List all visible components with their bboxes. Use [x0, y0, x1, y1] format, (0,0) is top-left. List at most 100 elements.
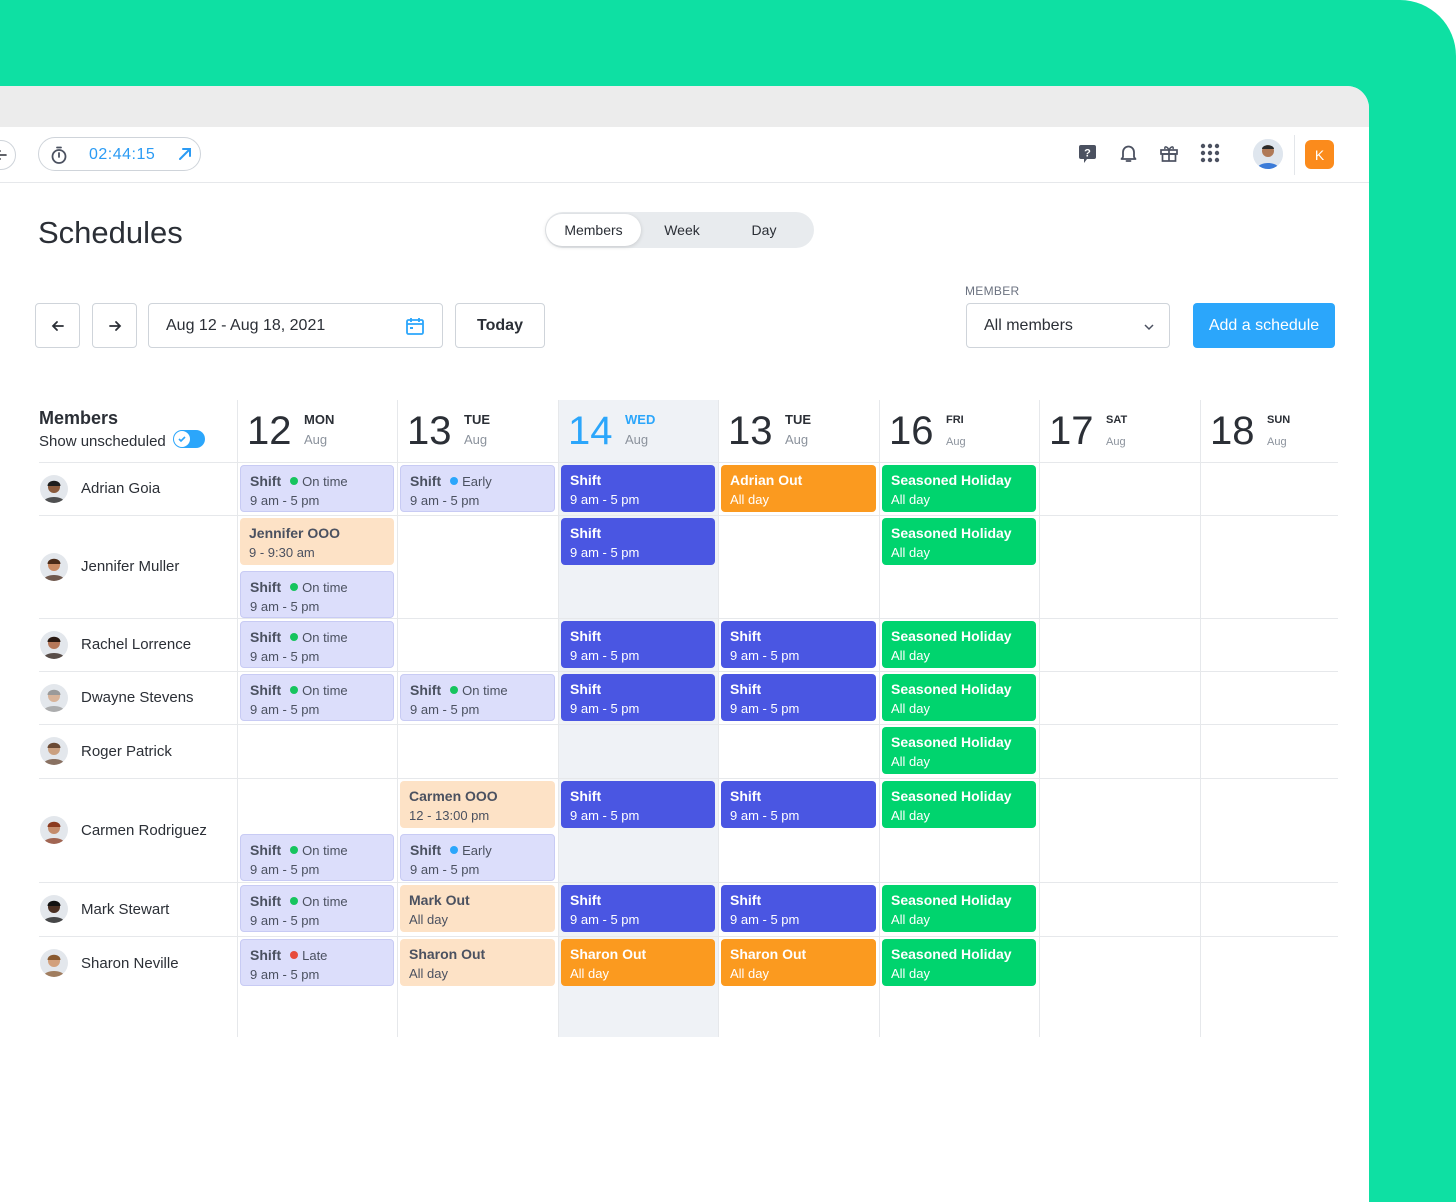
add-schedule-button[interactable]: Add a schedule	[1193, 303, 1335, 348]
status-text: On time	[302, 842, 348, 858]
schedule-card[interactable]: Shift On time 9 am - 5 pm	[240, 621, 394, 668]
schedule-time: 9 am - 5 pm	[410, 862, 480, 877]
day-weekday: TUE	[785, 412, 811, 427]
schedule-grid: Members Show unscheduled 12 MON Aug 13 TUE Au…	[0, 400, 1369, 1040]
column-divider	[397, 400, 398, 1037]
schedule-card[interactable]: Shift 9 am - 5 pm	[721, 885, 876, 932]
schedule-card[interactable]: Seasoned Holiday All day	[882, 621, 1036, 668]
schedule-time: 9 am - 5 pm	[410, 702, 480, 717]
schedule-card[interactable]: Seasoned Holiday All day	[882, 781, 1036, 828]
open-timer-arrow-icon[interactable]	[177, 146, 193, 167]
schedule-card[interactable]: Shift 9 am - 5 pm	[721, 674, 876, 721]
member-row-roger-patrick[interactable]: Roger Patrick	[40, 737, 172, 765]
day-header-tue: 13 TUE Aug	[718, 400, 879, 462]
schedule-card[interactable]: Seasoned Holiday All day	[882, 674, 1036, 721]
status-text: On time	[302, 473, 348, 489]
row-divider	[39, 515, 1338, 516]
status-badge: On time	[290, 683, 348, 698]
member-filter-label: MEMBER	[965, 284, 1020, 298]
schedule-card[interactable]: Shift 9 am - 5 pm	[561, 621, 715, 668]
day-month: Aug	[304, 432, 328, 447]
schedule-card[interactable]: Shift 9 am - 5 pm	[561, 465, 715, 512]
schedule-card[interactable]: Shift On time 9 am - 5 pm	[240, 465, 394, 512]
status-text: On time	[302, 579, 348, 595]
avatar	[40, 949, 68, 977]
schedule-card[interactable]: Shift 9 am - 5 pm	[721, 621, 876, 668]
workspace-badge[interactable]: K	[1305, 140, 1334, 169]
schedule-card[interactable]: Shift 9 am - 5 pm	[561, 781, 715, 828]
arrow-right-icon	[108, 320, 121, 331]
schedule-card[interactable]: Shift Late 9 am - 5 pm	[240, 939, 394, 986]
member-row-mark-stewart[interactable]: Mark Stewart	[40, 895, 169, 923]
today-button[interactable]: Today	[455, 303, 545, 348]
stopwatch-icon	[49, 145, 69, 170]
schedule-card[interactable]: Shift Early 9 am - 5 pm	[400, 834, 555, 881]
date-range-picker[interactable]: Aug 12 - Aug 18, 2021	[148, 303, 443, 348]
row-divider	[39, 724, 1338, 725]
schedule-card[interactable]: Mark Out All day	[400, 885, 555, 932]
schedule-card[interactable]: Shift On time 9 am - 5 pm	[240, 834, 394, 881]
schedule-title-text: Shift	[730, 788, 762, 804]
member-row-jennifer-muller[interactable]: Jennifer Muller	[40, 552, 179, 581]
schedule-card[interactable]: Sharon Out All day	[721, 939, 876, 986]
row-divider	[39, 882, 1338, 883]
schedule-card[interactable]: Seasoned Holiday All day	[882, 885, 1036, 932]
day-number: 18	[1210, 409, 1255, 453]
schedule-card[interactable]: Shift On time 9 am - 5 pm	[240, 885, 394, 932]
member-row-carmen-rodriguez[interactable]: Carmen Rodriguez	[40, 816, 207, 844]
schedule-card[interactable]: Jennifer OOO 9 - 9:30 am	[240, 518, 394, 565]
user-avatar[interactable]	[1253, 139, 1283, 169]
tab-week[interactable]: Week	[664, 222, 700, 238]
schedule-card[interactable]: Shift On time 9 am - 5 pm	[240, 571, 394, 618]
bell-icon[interactable]	[1119, 143, 1138, 163]
tab-members[interactable]: Members	[546, 214, 641, 246]
schedule-time: All day	[570, 966, 610, 981]
schedule-card[interactable]: Sharon Out All day	[400, 939, 555, 986]
member-row-rachel-lorrence[interactable]: Rachel Lorrence	[40, 630, 192, 659]
schedule-title-text: Shift	[570, 788, 602, 804]
schedule-card[interactable]: Seasoned Holiday All day	[882, 727, 1036, 774]
schedule-card[interactable]: Carmen OOO 12 - 13:00 pm	[400, 781, 555, 828]
back-arrow-icon[interactable]	[0, 140, 16, 170]
next-week-button[interactable]	[92, 303, 137, 348]
schedule-title-text: Jennifer OOO	[249, 525, 341, 541]
schedule-card[interactable]: Seasoned Holiday All day	[882, 465, 1036, 512]
member-name: Rachel Lorrence	[81, 636, 192, 653]
schedule-time: All day	[409, 966, 449, 981]
prev-week-button[interactable]	[35, 303, 80, 348]
column-divider	[879, 400, 880, 1037]
timer-widget[interactable]: 02:44:15	[38, 137, 201, 171]
day-number: 17	[1049, 409, 1094, 453]
schedule-title-text: Adrian Out	[730, 472, 803, 488]
schedule-card[interactable]: Shift 9 am - 5 pm	[561, 674, 715, 721]
schedule-card[interactable]: Shift 9 am - 5 pm	[561, 885, 715, 932]
schedule-time: 9 - 9:30 am	[249, 545, 315, 560]
app-window: 02:44:15 ? K Schedules Members Week Day	[0, 86, 1369, 1202]
gift-icon[interactable]	[1159, 143, 1179, 163]
show-unscheduled-toggle[interactable]	[173, 430, 205, 448]
schedule-card[interactable]: Shift On time 9 am - 5 pm	[400, 674, 555, 721]
schedule-card[interactable]: Seasoned Holiday All day	[882, 939, 1036, 986]
schedule-card[interactable]: Seasoned Holiday All day	[882, 518, 1036, 565]
schedule-card[interactable]: Shift 9 am - 5 pm	[721, 781, 876, 828]
chevron-down-icon	[1143, 320, 1155, 338]
column-divider	[1200, 400, 1201, 1037]
timer-value: 02:44:15	[89, 146, 156, 163]
member-row-dwayne-stevens[interactable]: Dwayne Stevens	[40, 683, 194, 712]
schedule-card[interactable]: Adrian Out All day	[721, 465, 876, 512]
schedule-card[interactable]: Shift Early 9 am - 5 pm	[400, 465, 555, 512]
member-row-sharon-neville[interactable]: Sharon Neville	[40, 949, 179, 977]
row-divider	[39, 462, 1338, 463]
schedule-title-text: Seasoned Holiday	[891, 734, 1012, 750]
apps-grid-icon[interactable]	[1200, 143, 1220, 163]
schedule-card[interactable]: Sharon Out All day	[561, 939, 715, 986]
show-unscheduled-label: Show unscheduled	[39, 433, 166, 450]
day-month: Aug	[946, 436, 966, 448]
schedule-card[interactable]: Shift 9 am - 5 pm	[561, 518, 715, 565]
member-row-adrian-goia[interactable]: Adrian Goia	[40, 474, 160, 503]
schedule-card[interactable]: Shift On time 9 am - 5 pm	[240, 674, 394, 721]
member-filter-select[interactable]: All members	[966, 303, 1170, 348]
help-icon[interactable]: ?	[1078, 144, 1097, 163]
tab-day[interactable]: Day	[751, 222, 777, 238]
day-header-fri: 16 FRI Aug	[879, 400, 1039, 462]
